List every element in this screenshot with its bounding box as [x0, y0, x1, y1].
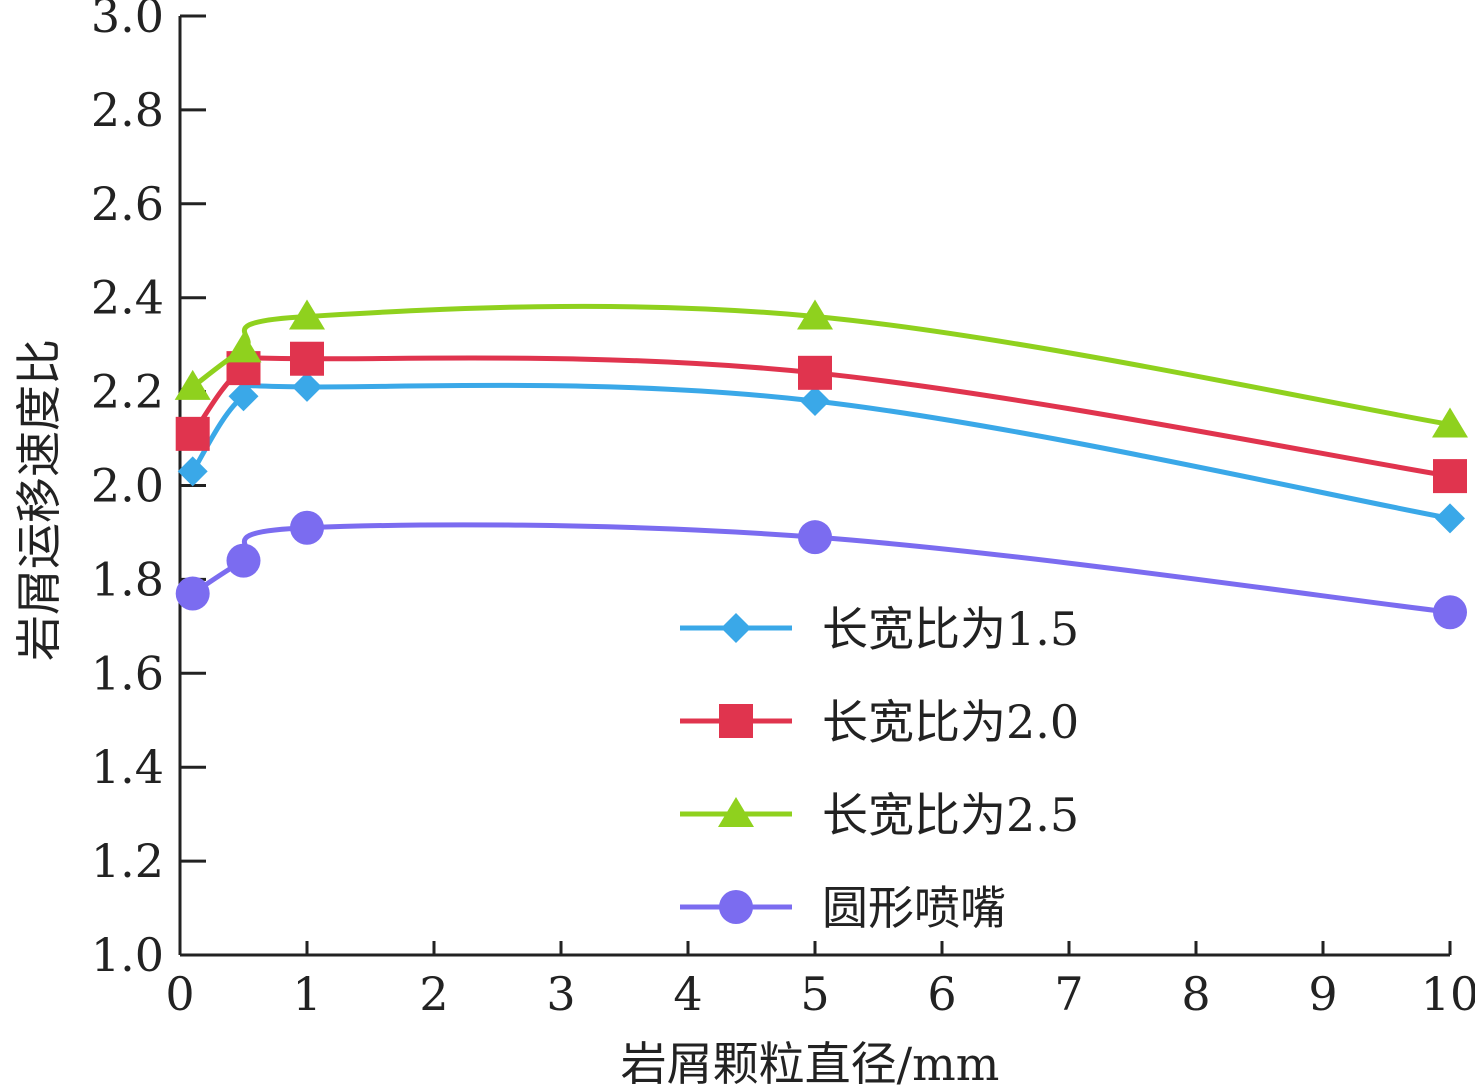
x-tick-label: 9 — [1308, 967, 1337, 1021]
x-axis-title: 岩屑颗粒直径/mm — [621, 1037, 1000, 1089]
y-axis-title: 岩屑运移速度比 — [12, 339, 66, 661]
series-0 — [177, 371, 1465, 534]
legend-label: 长宽比为2.5 — [822, 788, 1079, 842]
data-point-triangle — [797, 299, 833, 330]
x-tick-label: 2 — [419, 967, 448, 1021]
x-tick-label: 6 — [927, 967, 956, 1021]
y-tick-label: 2.6 — [91, 177, 164, 231]
ticks: 0 1 2 3 4 5 6 7 8 9 10 1.0 1.2 1.4 1.6 1.8 2.0 2.2 2.4 2.6 2… — [91, 0, 1475, 1021]
data-point-diamond — [228, 381, 259, 412]
legend-label: 长宽比为2.0 — [822, 695, 1079, 749]
data-point-circle — [175, 576, 210, 611]
data-point-diamond — [292, 371, 322, 402]
x-tick-label: 10 — [1421, 967, 1475, 1021]
data-point-triangle — [225, 332, 262, 363]
data-point-circle — [226, 543, 261, 578]
data-point-triangle — [1432, 407, 1468, 438]
y-tick-label: 1.6 — [91, 646, 164, 700]
legend-label: 长宽比为1.5 — [822, 602, 1079, 656]
y-tick-label: 2.4 — [91, 271, 164, 325]
data-point-square — [175, 416, 210, 451]
y-tick-label: 2.2 — [91, 365, 164, 419]
x-tick-label: 0 — [165, 967, 194, 1021]
x-tick-label: 1 — [292, 967, 321, 1021]
data-point-square — [1433, 459, 1467, 494]
data-point-circle — [1433, 595, 1467, 630]
data-point-square — [290, 341, 324, 376]
series-2 — [174, 299, 1468, 438]
series-layer — [174, 299, 1468, 630]
y-tick-label: 2.0 — [91, 459, 164, 513]
x-tick-label: 5 — [800, 967, 829, 1021]
legend-marker-circle — [719, 890, 753, 924]
legend-item: 长宽比为2.5 — [680, 788, 1079, 842]
legend-marker-square — [719, 704, 753, 738]
data-point-diamond — [800, 385, 830, 416]
legend: 长宽比为1.5 长宽比为2.0 长宽比为2.5 圆形喷嘴 — [680, 602, 1079, 935]
y-tick-label: 3.0 — [91, 0, 164, 43]
data-point-circle — [290, 510, 324, 545]
legend-item: 圆形喷嘴 — [680, 881, 1006, 935]
data-point-triangle — [174, 369, 211, 400]
legend-item: 长宽比为2.0 — [680, 695, 1079, 749]
y-tick-label: 1.0 — [91, 928, 164, 982]
data-point-circle — [798, 520, 832, 555]
x-tick-label: 3 — [546, 967, 575, 1021]
legend-item: 长宽比为1.5 — [680, 602, 1079, 656]
series-3 — [175, 510, 1467, 630]
y-tick-label: 2.8 — [91, 83, 164, 137]
axes — [178, 16, 1450, 957]
x-tick-label: 8 — [1181, 967, 1210, 1021]
y-tick-label: 1.4 — [91, 740, 164, 794]
legend-marker-diamond — [721, 613, 751, 643]
data-point-diamond — [177, 456, 208, 487]
data-point-diamond — [1435, 503, 1465, 534]
data-point-square — [798, 355, 832, 390]
x-tick-label: 7 — [1054, 967, 1083, 1021]
x-tick-label: 4 — [673, 967, 702, 1021]
series-1 — [175, 341, 1467, 494]
legend-marker-triangle — [718, 797, 754, 827]
y-tick-label: 1.2 — [91, 834, 164, 888]
data-point-triangle — [289, 299, 325, 330]
y-tick-label: 1.8 — [91, 552, 164, 606]
legend-label: 圆形喷嘴 — [822, 881, 1006, 935]
